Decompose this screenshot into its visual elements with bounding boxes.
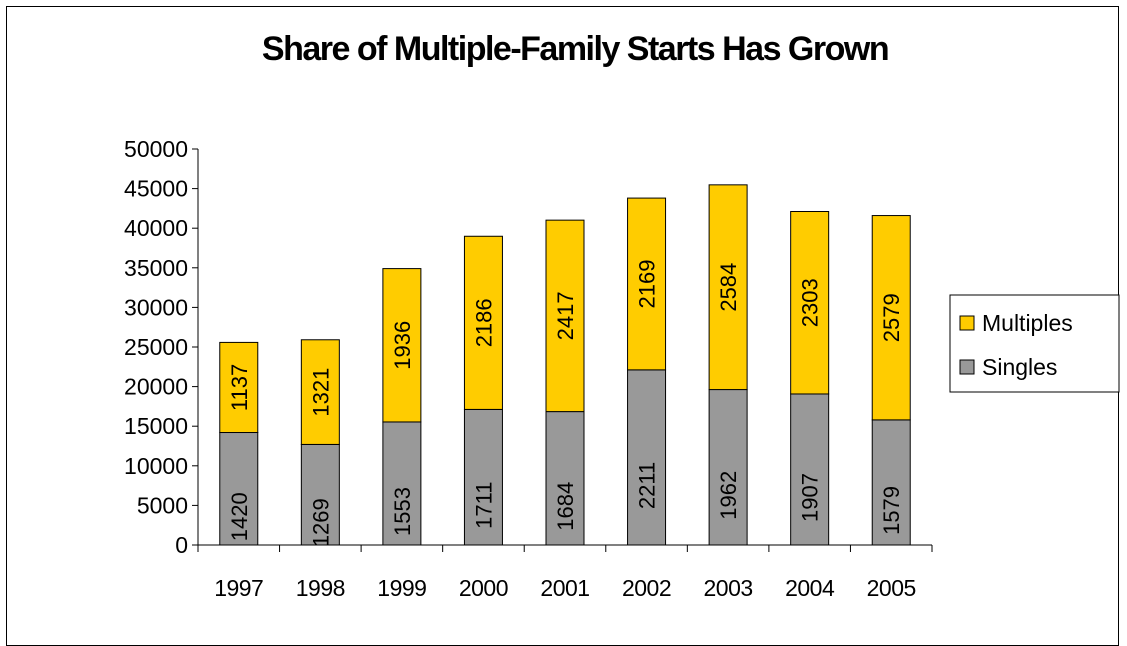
data-label-multiples: 1321: [308, 368, 333, 417]
y-tick-label: 40000: [124, 215, 188, 241]
bar-multiples-2000: [463, 235, 503, 410]
x-tick-label: 2005: [867, 575, 916, 601]
bar-multiples-1999: [382, 268, 422, 423]
x-tick-label: 2001: [540, 575, 589, 601]
data-label-singles: 1553: [390, 487, 415, 536]
bar-multiples-2002: [627, 197, 667, 371]
data-label-singles: 1269: [308, 498, 333, 547]
data-label-singles: 1684: [553, 482, 578, 531]
y-tick-label: 30000: [124, 294, 188, 320]
bar-singles-1999: [382, 421, 422, 546]
data-label-multiples: 2186: [471, 298, 496, 347]
data-label-multiples: 1936: [390, 321, 415, 370]
data-label-multiples: 2303: [798, 278, 823, 327]
y-tick-label: 0: [175, 532, 188, 558]
bar-singles-2001: [545, 411, 585, 546]
data-label-multiples: 2579: [879, 293, 904, 342]
x-tick-label: 2000: [459, 575, 508, 601]
y-tick-label: 10000: [124, 453, 188, 479]
legend-swatch-multiples: [959, 315, 975, 331]
bar-singles-2002: [627, 369, 667, 546]
x-tick-label: 1998: [296, 575, 345, 601]
data-label-singles: 1711: [471, 482, 496, 529]
legend-label-singles: Singles: [982, 354, 1057, 380]
x-tick-label: 2003: [704, 575, 753, 601]
x-tick-label: 1999: [377, 575, 426, 601]
y-tick-label: 45000: [124, 176, 188, 202]
data-label-singles: 1579: [879, 486, 904, 535]
legend-label-multiples: Multiples: [982, 310, 1073, 336]
bar-multiples-1998: [300, 339, 340, 445]
data-label-multiples: 2584: [716, 263, 741, 312]
bar-multiples-2003: [708, 184, 748, 391]
bar-singles-2004: [790, 393, 830, 546]
bar-multiples-2004: [790, 210, 830, 395]
bar-multiples-2005: [871, 215, 911, 421]
data-label-multiples: 2169: [635, 259, 660, 308]
x-tick-label: 2002: [622, 575, 671, 601]
y-tick-label: 5000: [137, 492, 188, 518]
y-axis-label: Annual House Sta: [37, 264, 67, 472]
data-label-singles: 2211: [635, 462, 660, 509]
legend-box: [949, 294, 1120, 393]
chart-title: Share of Multiple-Family Starts Has Grow…: [261, 30, 890, 68]
x-tick-label: 1997: [214, 575, 263, 601]
bar-singles-1997: [219, 432, 259, 546]
bar-multiples-1997: [219, 341, 259, 434]
data-label-multiples: 2417: [553, 291, 578, 340]
y-tick-label: 25000: [124, 334, 188, 360]
data-label-singles: 1420: [227, 492, 252, 541]
bar-singles-1998: [300, 443, 340, 546]
data-label-singles: 1962: [716, 471, 741, 520]
y-tick-label: 15000: [124, 413, 188, 439]
data-label-multiples: 1137: [227, 364, 252, 411]
data-label-singles: 1907: [798, 473, 823, 522]
bar-singles-2003: [708, 389, 748, 546]
y-tick-label: 50000: [124, 136, 188, 162]
legend-swatch-singles: [959, 359, 975, 375]
y-tick-label: 35000: [124, 255, 188, 281]
y-tick-label: 20000: [124, 374, 188, 400]
x-tick-label: 2004: [785, 575, 835, 601]
bar-multiples-2001: [545, 219, 585, 413]
